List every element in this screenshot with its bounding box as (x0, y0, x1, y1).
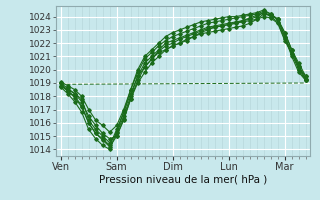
X-axis label: Pression niveau de la mer( hPa ): Pression niveau de la mer( hPa ) (99, 174, 267, 184)
